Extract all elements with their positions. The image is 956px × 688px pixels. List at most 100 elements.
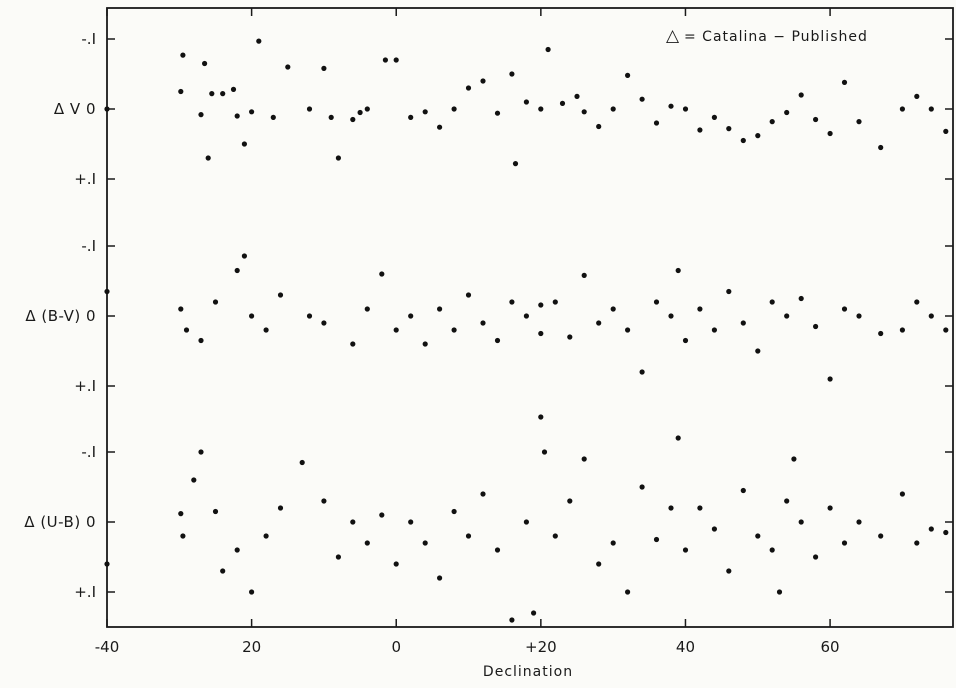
data-point	[697, 127, 703, 133]
data-point	[610, 306, 616, 312]
data-point	[178, 88, 184, 95]
data-point	[841, 540, 848, 546]
data-point	[393, 327, 399, 333]
data-point	[776, 589, 783, 595]
data-point	[545, 46, 551, 53]
data-point	[451, 327, 457, 333]
data-point	[567, 334, 573, 340]
data-point	[357, 109, 363, 116]
data-point	[784, 313, 790, 319]
x-tick-label: +20	[525, 638, 557, 656]
data-point	[610, 540, 616, 546]
y-tick-label: -.I	[81, 30, 96, 48]
data-point	[364, 540, 370, 546]
data-point	[523, 519, 530, 525]
data-point	[178, 306, 184, 312]
data-point	[878, 330, 884, 337]
data-point	[841, 79, 848, 85]
data-point	[813, 116, 819, 123]
data-point	[437, 306, 443, 312]
data-point	[943, 529, 949, 536]
data-point	[512, 161, 519, 167]
data-point	[523, 313, 530, 319]
x-tick-label: -40	[95, 638, 120, 656]
data-point	[653, 536, 660, 543]
data-point	[791, 456, 797, 462]
data-point	[567, 498, 573, 504]
data-point	[180, 533, 186, 539]
data-point	[212, 508, 219, 515]
data-point	[408, 313, 414, 319]
data-point	[465, 292, 472, 298]
data-point	[899, 327, 906, 333]
data-point	[668, 313, 674, 319]
data-point	[625, 72, 631, 78]
data-point	[350, 519, 356, 525]
data-point	[682, 106, 689, 112]
data-point	[769, 119, 775, 125]
data-point	[212, 299, 219, 305]
data-point	[740, 320, 746, 326]
data-point	[769, 299, 775, 305]
data-point	[596, 561, 602, 567]
data-point	[538, 330, 544, 337]
data-point	[596, 320, 602, 326]
data-point	[379, 512, 385, 518]
tick-labels: -40 20 0 +20 40 60 Δ V 0 -.I +.I Δ (B-V) 0 -.I +.I Δ…	[24, 30, 839, 656]
data-point	[285, 64, 291, 70]
data-point	[726, 126, 732, 132]
data-point	[755, 133, 761, 139]
data-point	[277, 292, 284, 298]
plot-frame	[106, 7, 954, 628]
data-point	[422, 109, 428, 115]
x-axis-label: Declination	[483, 664, 573, 680]
data-point	[653, 299, 660, 305]
data-point	[299, 459, 305, 466]
data-point	[784, 498, 790, 504]
data-point	[769, 547, 775, 553]
data-point	[234, 547, 240, 553]
data-point	[552, 533, 558, 539]
data-point	[711, 327, 718, 333]
data-point	[914, 93, 920, 99]
data-point	[581, 456, 587, 462]
data-point	[249, 109, 255, 115]
data-point	[697, 505, 703, 511]
y-tick-label: +.I	[74, 170, 96, 188]
x-tick-label: 0	[391, 638, 401, 656]
x-tick-label: 40	[676, 638, 695, 656]
data-point	[813, 323, 819, 330]
data-point	[270, 114, 276, 120]
data-point	[465, 533, 472, 539]
data-point	[559, 100, 566, 106]
data-point	[899, 491, 906, 497]
data-point	[422, 341, 428, 347]
data-point	[740, 137, 746, 144]
x-tick-label: 20	[242, 638, 261, 656]
data-point	[639, 369, 645, 375]
data-point	[827, 376, 833, 382]
data-point	[878, 144, 884, 151]
data-point	[581, 272, 587, 278]
data-point	[523, 99, 530, 105]
y-tick-label: +.I	[74, 377, 96, 395]
data-point	[328, 114, 334, 120]
data-point	[798, 295, 804, 302]
data-point	[335, 554, 341, 560]
data-point	[183, 327, 190, 333]
data-point	[494, 110, 501, 116]
data-point	[914, 540, 920, 546]
panel-label: Δ (U-B) 0	[24, 513, 96, 531]
y-tick-label: -.I	[81, 237, 96, 255]
data-point	[827, 130, 833, 137]
data-point	[104, 288, 110, 295]
data-point	[256, 38, 262, 44]
data-point	[494, 337, 501, 344]
data-point	[393, 561, 399, 567]
panel-label: Δ (B-V) 0	[25, 307, 96, 325]
data-point	[178, 510, 184, 517]
data-point	[306, 313, 313, 319]
data-point	[321, 320, 327, 326]
tick-marks	[106, 8, 953, 627]
